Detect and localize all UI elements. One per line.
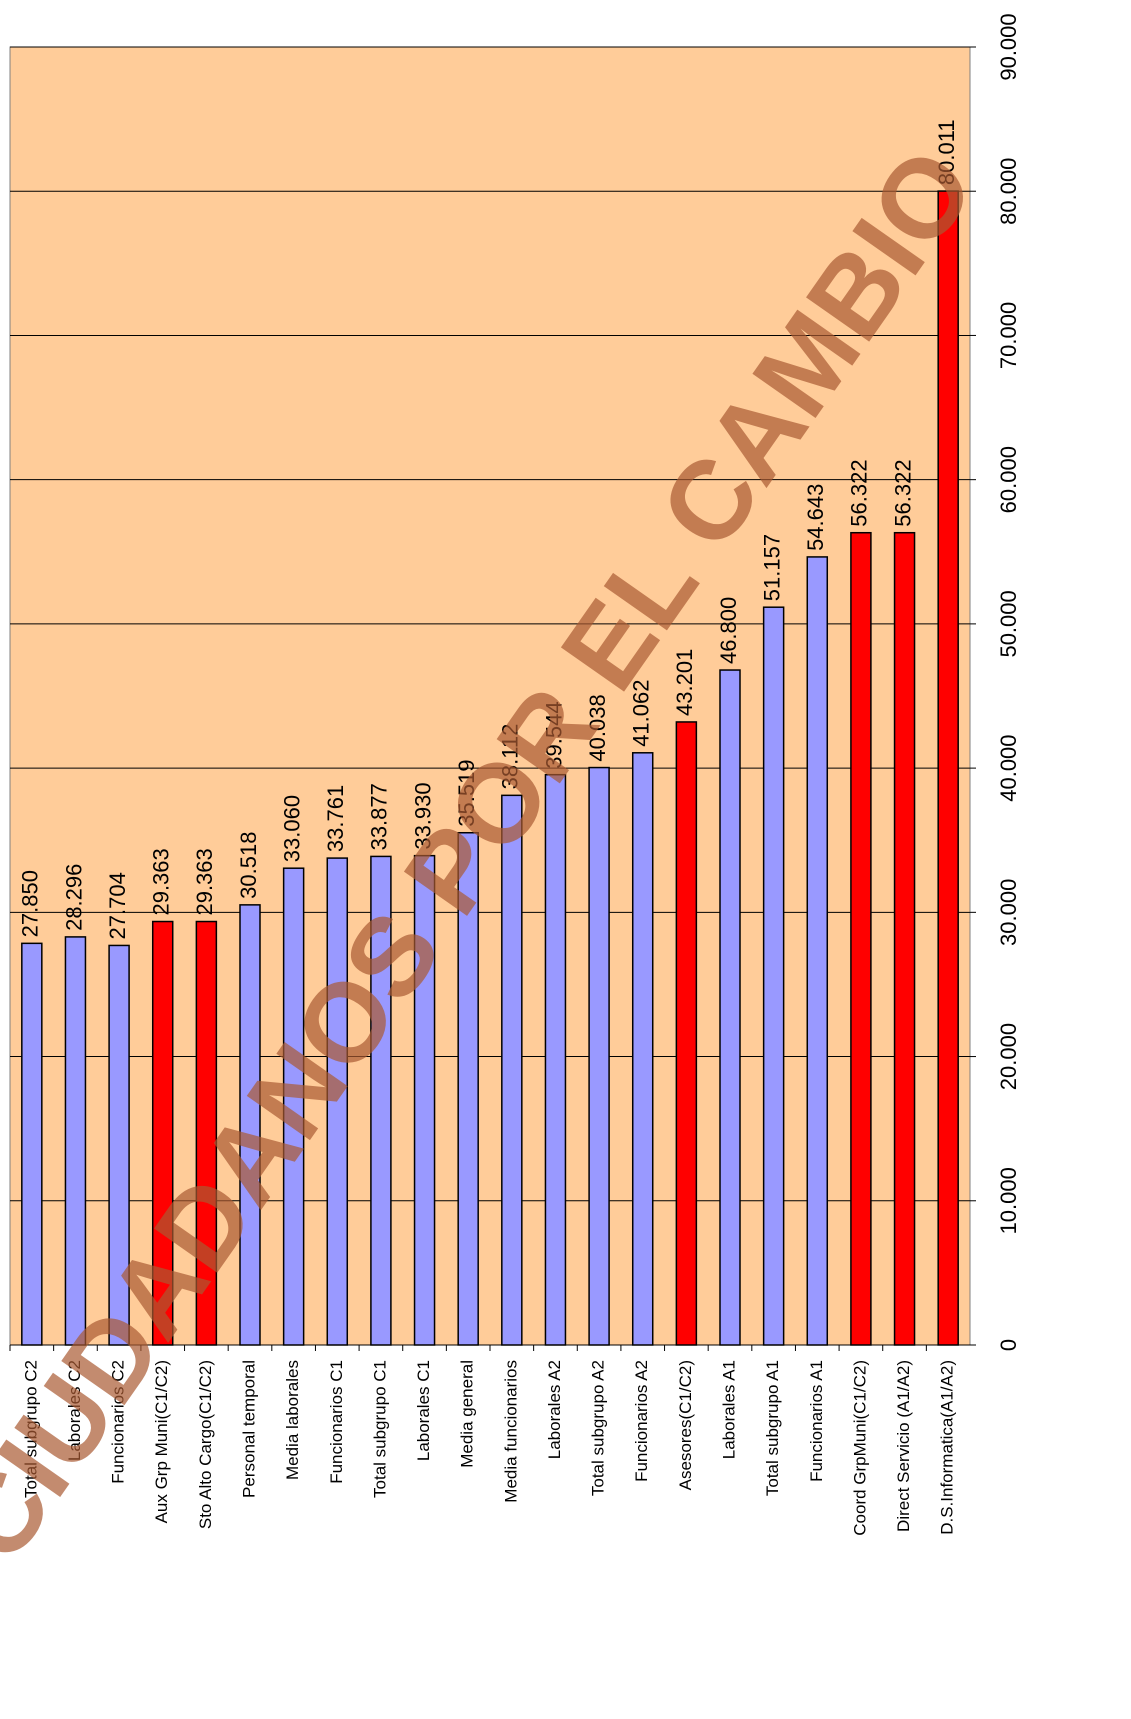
y-tick-label: 80.000 bbox=[996, 158, 1021, 225]
bar bbox=[239, 904, 261, 1346]
bar bbox=[806, 556, 829, 1346]
value-label: 54.643 bbox=[803, 484, 828, 551]
bar bbox=[937, 190, 959, 1346]
value-label: 33.761 bbox=[323, 785, 348, 852]
x-tick-label: Coord GrpMuni(C1/C2) bbox=[850, 1360, 869, 1536]
x-tick-label: Media laborales bbox=[283, 1360, 302, 1480]
bar bbox=[64, 936, 87, 1346]
bar bbox=[108, 944, 130, 1346]
value-label: 28.296 bbox=[61, 864, 86, 931]
bar bbox=[893, 531, 916, 1346]
value-label: 41.062 bbox=[629, 679, 654, 746]
value-label: 33.877 bbox=[367, 783, 392, 850]
y-tick-label: 50.000 bbox=[996, 590, 1021, 657]
x-tick-label: Media funcionarios bbox=[501, 1360, 520, 1503]
x-tick-label: Laborales A2 bbox=[545, 1360, 564, 1459]
x-tick-label: Media general bbox=[458, 1360, 477, 1468]
y-tick-label: 90.000 bbox=[996, 13, 1021, 80]
bar bbox=[195, 920, 218, 1346]
x-tick-label: Personal temporal bbox=[239, 1360, 258, 1498]
y-tick-label: 0 bbox=[996, 1339, 1021, 1351]
value-label: 30.518 bbox=[236, 832, 261, 899]
value-label: 29.363 bbox=[149, 848, 174, 915]
bar bbox=[413, 854, 436, 1346]
y-tick-label: 30.000 bbox=[996, 879, 1021, 946]
x-tick-label: Funcionarios A2 bbox=[632, 1360, 651, 1482]
bar bbox=[151, 920, 174, 1346]
value-label: 33.060 bbox=[279, 795, 304, 862]
y-tick-label: 10.000 bbox=[996, 1167, 1021, 1234]
bar bbox=[370, 855, 392, 1346]
x-tick-label: D.S.Informatica(A1/A2) bbox=[938, 1360, 957, 1535]
value-label: 38.112 bbox=[498, 724, 523, 790]
value-label: 43.201 bbox=[672, 649, 697, 716]
bar bbox=[501, 794, 523, 1346]
value-label: 51.157 bbox=[759, 534, 784, 601]
x-tick-label: Total subgrupo C2 bbox=[21, 1360, 40, 1498]
bar bbox=[850, 531, 872, 1346]
value-label: 27.704 bbox=[105, 872, 130, 939]
value-label: 27.850 bbox=[18, 870, 43, 937]
value-label: 29.363 bbox=[192, 848, 217, 915]
value-label: 46.800 bbox=[716, 597, 741, 664]
y-tick-label: 40.000 bbox=[996, 734, 1021, 801]
y-tick-label: 70.000 bbox=[996, 302, 1021, 369]
value-label: 56.322 bbox=[890, 459, 915, 526]
bar bbox=[282, 867, 305, 1346]
bar bbox=[762, 606, 785, 1346]
x-tick-label: Sto Alto Cargo(C1/C2) bbox=[196, 1360, 215, 1529]
x-tick-label: Aux Grp Muni(C1/C2) bbox=[152, 1360, 171, 1523]
value-label: 33.930 bbox=[410, 782, 435, 849]
x-tick-label: Total subgrupo A1 bbox=[763, 1360, 782, 1496]
bar bbox=[326, 857, 349, 1346]
value-label: 39.544 bbox=[541, 701, 566, 768]
value-label: 56.322 bbox=[847, 459, 872, 526]
bar bbox=[544, 773, 567, 1346]
x-tick-label: Total subgrupo A2 bbox=[589, 1360, 608, 1496]
x-tick-label: Direct Servicio (A1/A2) bbox=[894, 1360, 913, 1532]
x-tick-label: Laborales A1 bbox=[719, 1360, 738, 1459]
bar bbox=[588, 766, 610, 1346]
x-tick-label: Asesores(C1/C2) bbox=[676, 1360, 695, 1490]
value-label: 40.038 bbox=[585, 694, 610, 761]
x-tick-label: Total subgrupo C1 bbox=[370, 1360, 389, 1498]
y-tick-label: 20.000 bbox=[996, 1023, 1021, 1090]
x-tick-label: Laborales C2 bbox=[65, 1360, 84, 1461]
x-tick-label: Funcionarios A1 bbox=[807, 1360, 826, 1482]
bar bbox=[719, 669, 741, 1346]
bar bbox=[675, 721, 698, 1346]
value-label: 80.011 bbox=[934, 119, 959, 185]
x-tick-label: Laborales C1 bbox=[414, 1360, 433, 1461]
y-tick-label: 60.000 bbox=[996, 446, 1021, 513]
bar bbox=[21, 942, 43, 1346]
bar bbox=[457, 831, 479, 1346]
value-label: 35.519 bbox=[454, 759, 479, 826]
x-tick-label: Funcionarios C2 bbox=[109, 1360, 128, 1484]
x-tick-label: Funcionarios C1 bbox=[327, 1360, 346, 1484]
bar bbox=[631, 752, 654, 1346]
